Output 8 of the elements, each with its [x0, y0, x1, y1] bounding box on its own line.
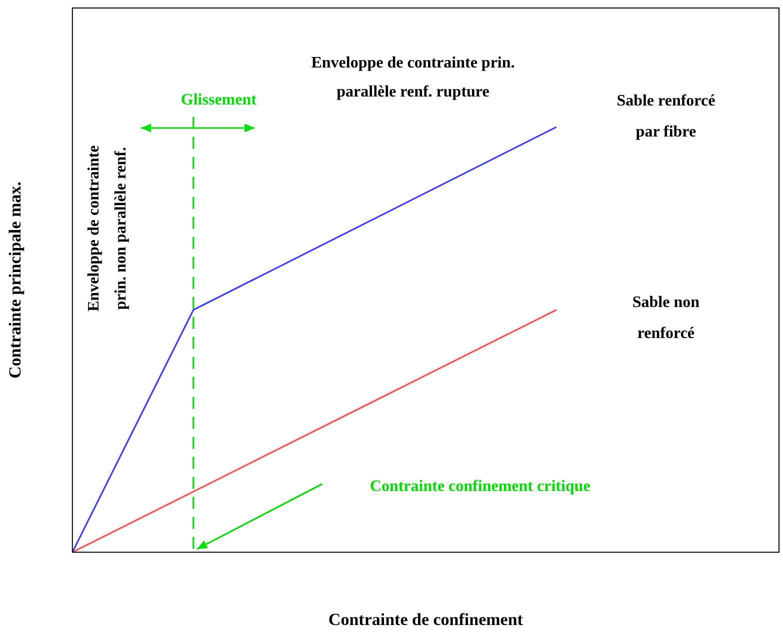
text: Glissement — [180, 92, 258, 109]
annotation: Enveloppe de contrainte prin. non parallèle renf. — [85, 145, 130, 312]
text: Sable renforcé par fibre — [616, 92, 716, 140]
annotation: Contrainte confinement critique — [370, 478, 590, 496]
text: Enveloppe de contrainte prin. parallèle renf. rupture — [311, 54, 515, 100]
y-axis-title: Contrainte principale max. — [6, 182, 25, 379]
x-axis-title: Contrainte de confinement — [328, 610, 524, 630]
text: Sable non renforcé — [632, 294, 700, 342]
